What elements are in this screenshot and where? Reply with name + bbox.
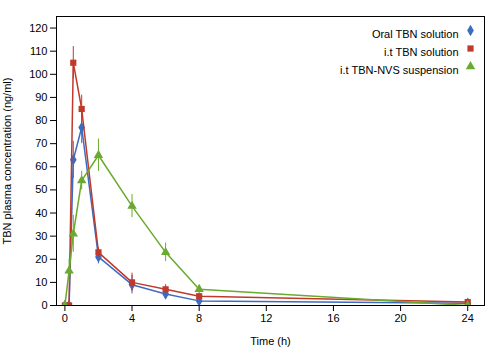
svg-text:12: 12: [260, 312, 272, 324]
svg-text:Oral TBN solution: Oral TBN solution: [372, 28, 459, 40]
svg-text:40: 40: [35, 207, 47, 219]
svg-text:i.t TBN solution: i.t TBN solution: [384, 46, 458, 58]
svg-text:60: 60: [35, 160, 47, 172]
svg-text:0: 0: [62, 312, 68, 324]
svg-text:80: 80: [35, 114, 47, 126]
svg-text:Time (h): Time (h): [250, 335, 291, 347]
svg-text:30: 30: [35, 230, 47, 242]
svg-text:110: 110: [30, 45, 48, 57]
svg-text:i.t TBN-NVS suspension: i.t TBN-NVS suspension: [340, 64, 458, 76]
svg-text:TBN plasma concentration (ng/m: TBN plasma concentration (ng/ml): [1, 78, 13, 245]
svg-text:90: 90: [35, 91, 47, 103]
svg-text:100: 100: [29, 68, 47, 80]
svg-text:20: 20: [35, 253, 47, 265]
svg-text:10: 10: [35, 276, 47, 288]
svg-text:8: 8: [196, 312, 202, 324]
svg-text:4: 4: [129, 312, 135, 324]
svg-text:0: 0: [41, 299, 47, 311]
svg-text:120: 120: [29, 22, 47, 34]
svg-text:50: 50: [35, 183, 47, 195]
svg-text:16: 16: [327, 312, 339, 324]
svg-text:24: 24: [462, 312, 474, 324]
svg-text:70: 70: [35, 137, 47, 149]
svg-text:20: 20: [394, 312, 406, 324]
